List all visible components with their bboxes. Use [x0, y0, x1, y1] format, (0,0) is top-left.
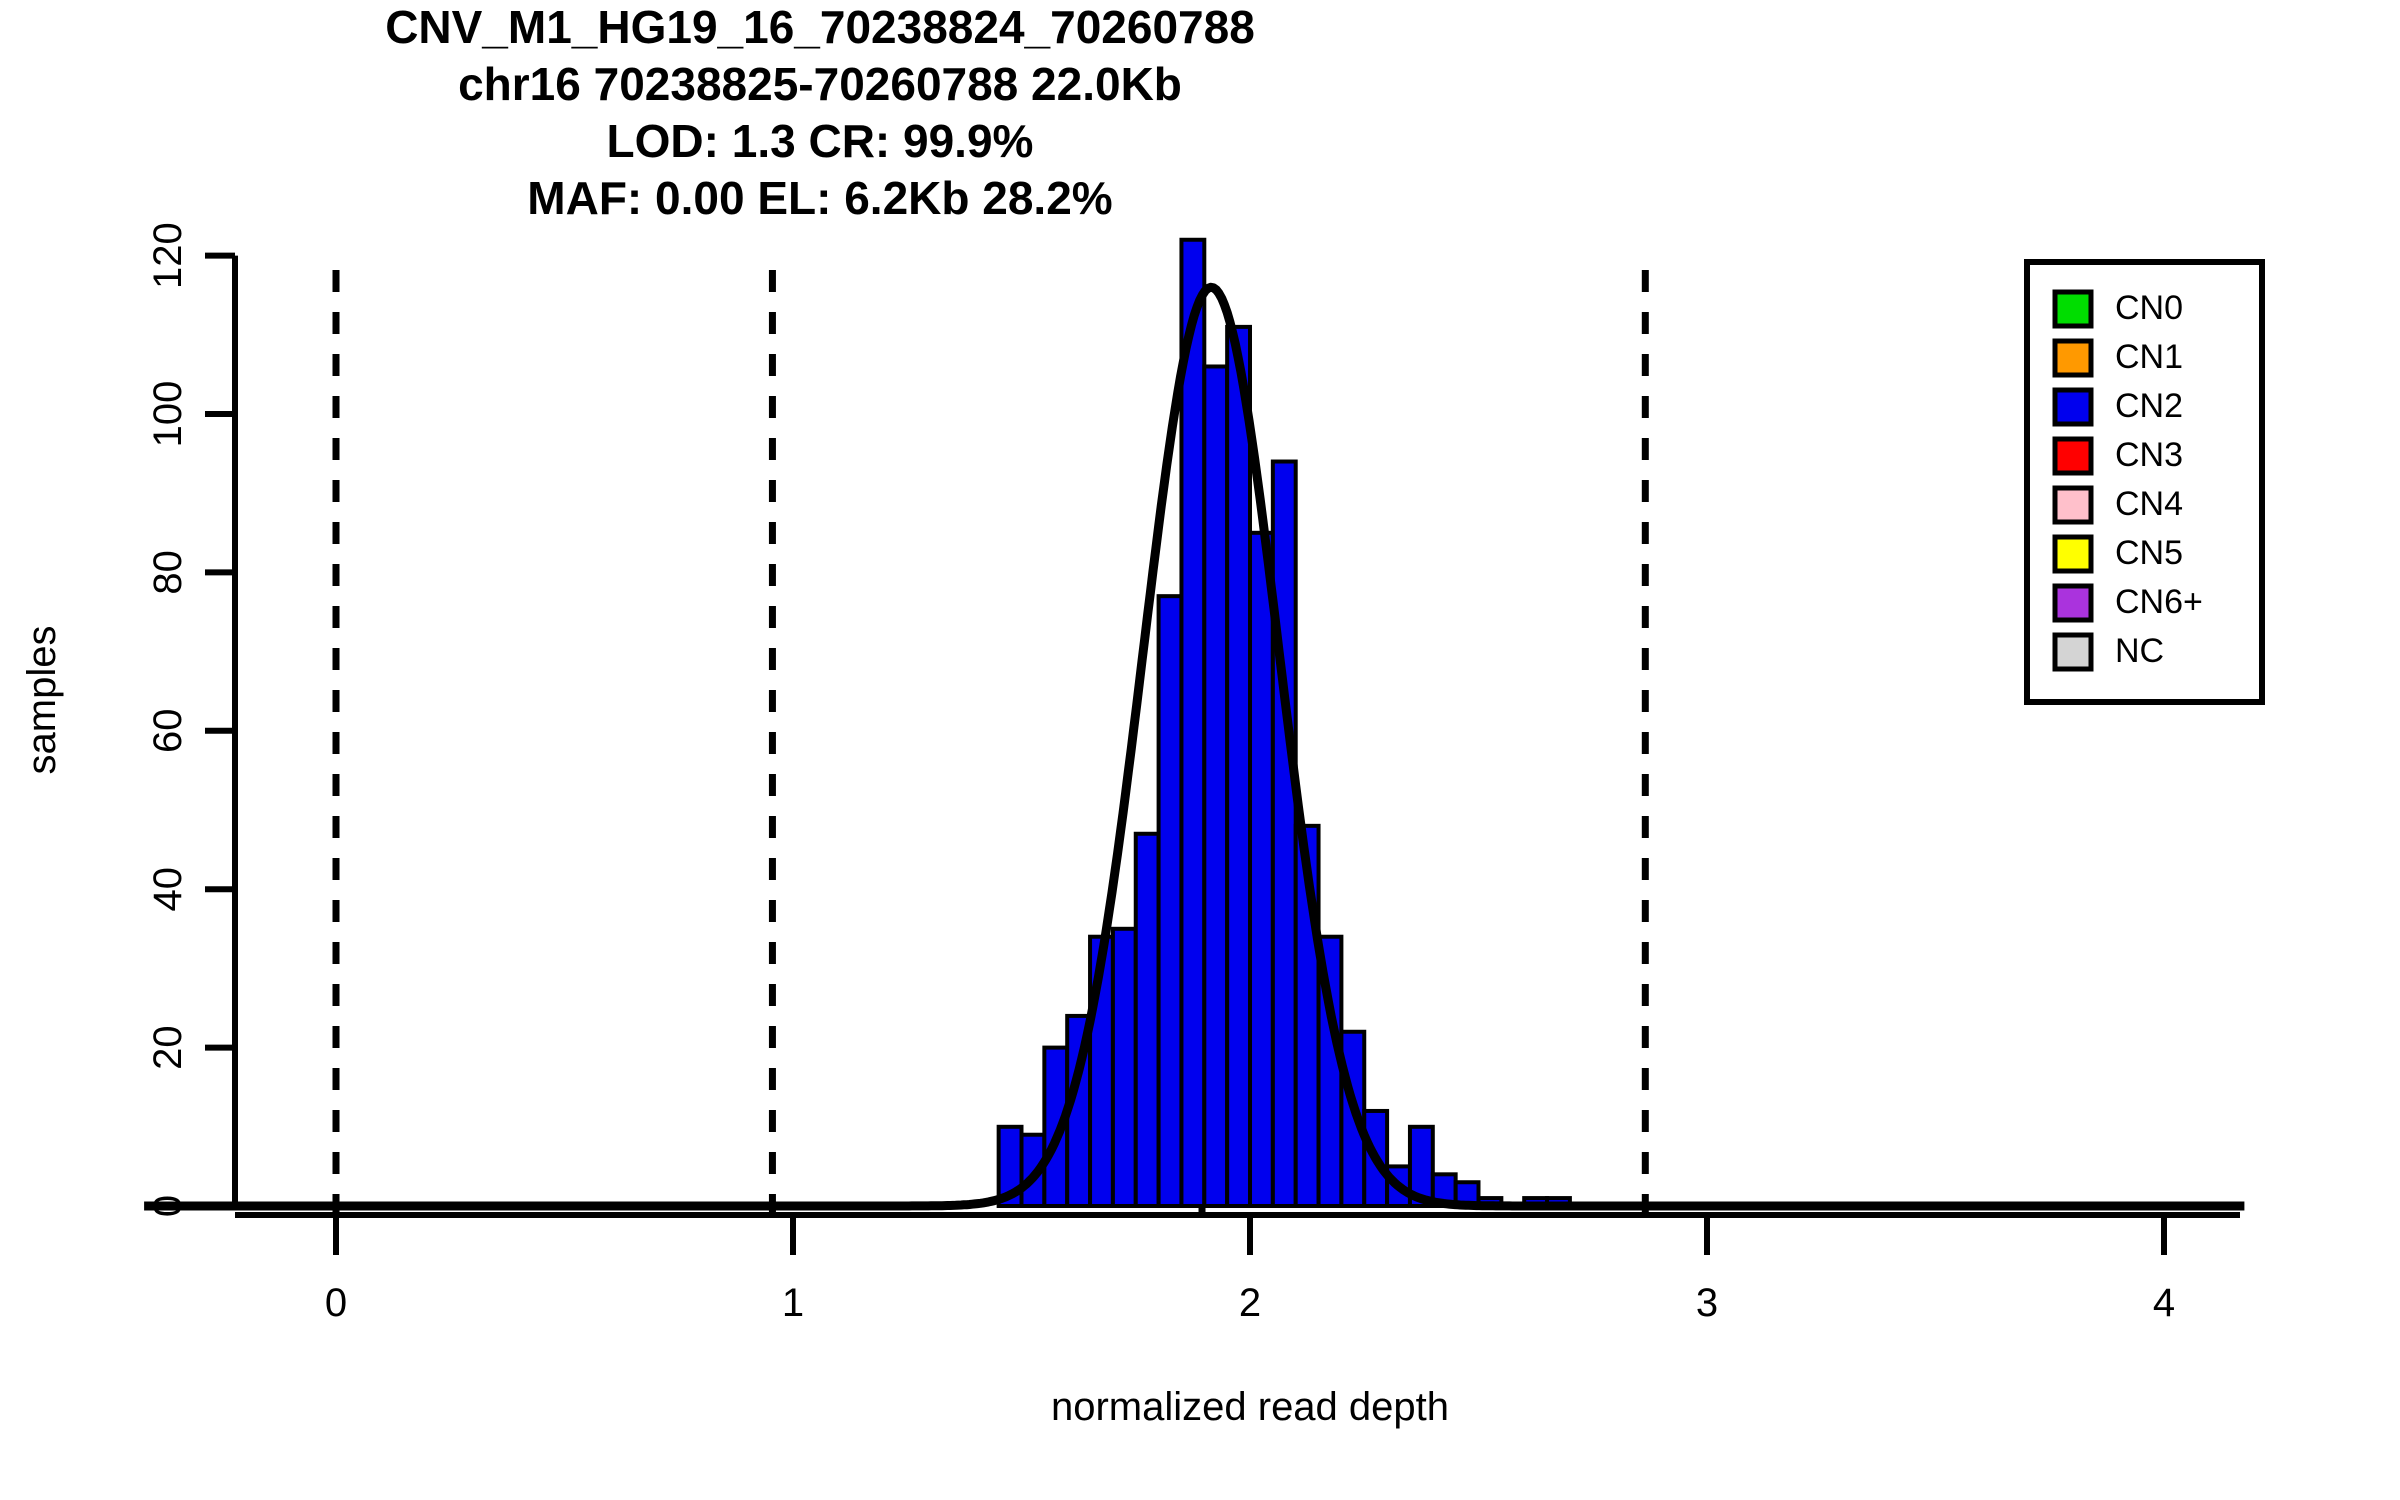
histogram-bar — [1270, 459, 1298, 1208]
legend-swatch-cn3 — [2052, 436, 2094, 476]
y-axis-tick-label: 40 — [146, 867, 190, 912]
histogram-bar — [1248, 530, 1275, 1208]
legend-label-cn1: CN1 — [2115, 338, 2183, 376]
legend-swatch-nc — [2052, 632, 2094, 672]
histogram-bar — [1179, 237, 1207, 1208]
y-axis-tick-label: 20 — [146, 1025, 190, 1070]
density-curve — [142, 282, 2247, 1211]
histogram-bar — [1133, 831, 1161, 1208]
histogram-bar — [1156, 594, 1184, 1208]
legend-label-cn0: CN0 — [2115, 289, 2183, 327]
plot-title-line4: MAF: 0.00 EL: 6.2Kb 28.2% — [527, 172, 1112, 224]
y-axis-title: samples — [20, 626, 64, 775]
legend-box — [2024, 259, 2265, 705]
y-axis-tick-label: 100 — [146, 381, 190, 448]
plot-title-line2: chr16 70238825-70260788 22.0Kb — [458, 58, 1182, 110]
legend-swatch-cn4 — [2052, 485, 2094, 525]
y-axis-tick-label: 60 — [146, 709, 190, 754]
histogram-bar — [1407, 1124, 1435, 1209]
legend-swatch-cn5 — [2052, 534, 2094, 574]
histogram-bar — [1225, 324, 1253, 1208]
legend-label-cn5: CN5 — [2115, 534, 2183, 572]
x-axis-tick-label: 1 — [782, 1281, 804, 1325]
legend-swatch-cn6plus — [2052, 583, 2094, 623]
legend-swatch-cn2 — [2052, 387, 2094, 427]
legend-swatch-cn0 — [2052, 289, 2094, 329]
histogram-bar — [1202, 364, 1230, 1209]
x-axis-title: normalized read depth — [1051, 1385, 1449, 1429]
legend-label-cn2: CN2 — [2115, 387, 2183, 425]
axes: 0 20 40 60 80 100 120 0 1 2 3 4 — [146, 222, 2240, 1325]
plot-title-line1: CNV_M1_HG19_16_70238824_70260788 — [385, 1, 1255, 53]
y-axis-tick-label: 120 — [146, 222, 190, 289]
x-axis-tick-label: 3 — [1696, 1281, 1718, 1325]
legend-label-nc: NC — [2115, 632, 2164, 670]
legend-label-cn4: CN4 — [2115, 485, 2183, 523]
plot-title-line3: LOD: 1.3 CR: 99.9% — [607, 115, 1034, 167]
x-axis-tick-label: 4 — [2153, 1281, 2175, 1325]
y-axis-tick-label: 0 — [146, 1195, 190, 1217]
legend-label-cn3: CN3 — [2115, 436, 2183, 474]
legend-swatch-cn1 — [2052, 338, 2094, 378]
x-axis-tick-label: 0 — [325, 1281, 347, 1325]
x-axis-tick-label: 2 — [1239, 1281, 1261, 1325]
legend-label-cn6plus: CN6+ — [2115, 583, 2203, 621]
y-axis-tick-label: 80 — [146, 550, 190, 595]
plot-area — [142, 237, 2247, 1216]
histogram-bar — [1110, 926, 1138, 1208]
legend: CN0 CN1 CN2 CN3 CN4 CN5 CN6+ NC — [2024, 259, 2265, 705]
